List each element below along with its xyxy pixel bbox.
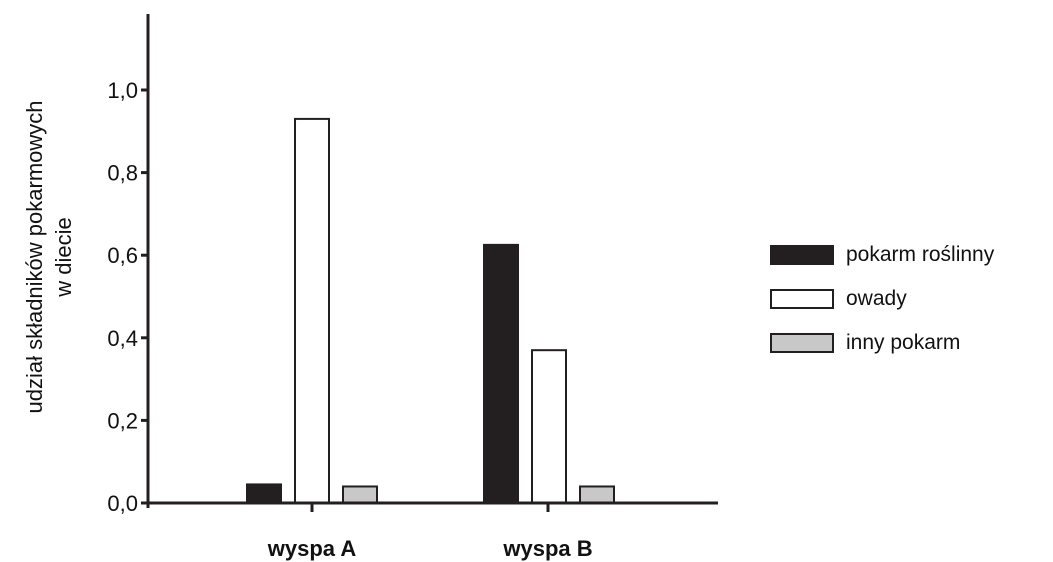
bar-1-2 xyxy=(294,117,330,504)
legend-label-0: pokarm roślinny xyxy=(846,243,995,266)
legend-swatch-1 xyxy=(770,289,834,309)
legend-label-1: owady xyxy=(846,287,907,310)
y-tick-label-0: 0,0 xyxy=(107,491,138,516)
legend-swatch-2 xyxy=(770,333,834,353)
legend-label-2: inny pokarm xyxy=(846,331,960,354)
y-axis-title-line-1: udział składników pokarmowych xyxy=(22,100,47,413)
y-tick-label-1: 0,2 xyxy=(107,408,138,433)
y-axis-title-line-2: w diecie xyxy=(51,217,76,297)
x-category-label-1: wyspa B xyxy=(502,536,592,561)
y-tick-label-4: 0,8 xyxy=(107,161,138,186)
bar-1-1 xyxy=(246,483,282,505)
plot-area: 0,0 0,2 0,4 0,6 0,8 1,0 wyspa A wyspa B xyxy=(107,78,615,561)
bar-2-2 xyxy=(531,349,567,504)
bar-2-3 xyxy=(579,485,615,505)
bar-2-1 xyxy=(483,243,519,504)
y-tick-label-3: 0,6 xyxy=(107,243,138,268)
bar-1-3 xyxy=(342,485,378,505)
legend: pokarm roślinny owady inny pokarm xyxy=(770,243,995,354)
y-tick-label-2: 0,4 xyxy=(107,326,138,351)
y-tick-label-5: 1,0 xyxy=(107,78,138,103)
x-category-label-0: wyspa A xyxy=(267,536,357,561)
legend-swatch-0 xyxy=(770,245,834,265)
